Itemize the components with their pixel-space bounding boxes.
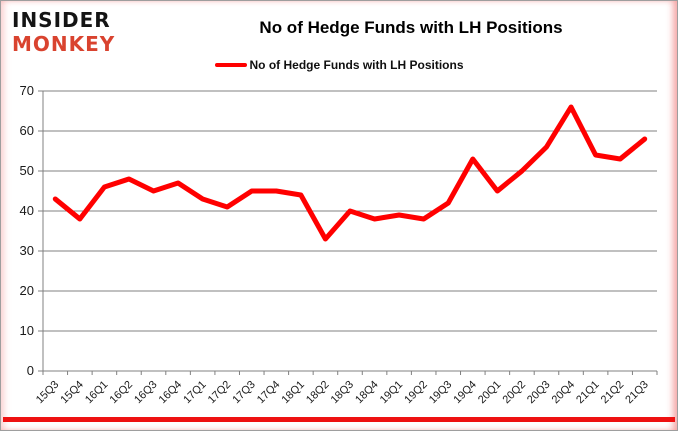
bottom-red-rule: [3, 417, 675, 422]
line-chart-svg: 01020304050607015Q315Q416Q116Q216Q316Q41…: [20, 83, 658, 407]
svg-text:0: 0: [27, 363, 34, 378]
legend: No of Hedge Funds with LH Positions: [1, 58, 677, 72]
insider-monkey-logo: INSIDER MONKEY: [12, 8, 115, 56]
chart-title: No of Hedge Funds with LH Positions: [259, 18, 563, 37]
svg-text:17Q3: 17Q3: [230, 379, 258, 407]
svg-text:18Q4: 18Q4: [353, 379, 381, 407]
logo-word-monkey: MONKEY: [12, 32, 116, 56]
svg-text:18Q1: 18Q1: [279, 379, 307, 407]
svg-text:21Q3: 21Q3: [623, 379, 651, 407]
svg-text:18Q2: 18Q2: [304, 379, 332, 407]
svg-text:17Q1: 17Q1: [181, 379, 209, 407]
svg-text:15Q3: 15Q3: [34, 379, 62, 407]
svg-text:17Q4: 17Q4: [255, 379, 283, 407]
svg-text:21Q1: 21Q1: [574, 379, 602, 407]
svg-text:20Q3: 20Q3: [525, 379, 553, 407]
svg-text:17Q2: 17Q2: [206, 379, 234, 407]
svg-text:20Q4: 20Q4: [550, 379, 578, 407]
svg-text:10: 10: [20, 323, 34, 338]
svg-text:15Q4: 15Q4: [58, 379, 86, 407]
legend-label: No of Hedge Funds with LH Positions: [249, 58, 464, 72]
logo-word-insider: INSIDER: [12, 8, 111, 32]
svg-text:16Q2: 16Q2: [108, 379, 136, 407]
svg-text:16Q3: 16Q3: [132, 379, 160, 407]
svg-text:70: 70: [20, 83, 34, 98]
svg-text:20: 20: [20, 283, 34, 298]
svg-text:20Q2: 20Q2: [501, 379, 529, 407]
svg-text:19Q1: 19Q1: [378, 379, 406, 407]
svg-text:40: 40: [20, 203, 34, 218]
svg-text:18Q3: 18Q3: [329, 379, 357, 407]
svg-text:21Q2: 21Q2: [599, 379, 627, 407]
svg-text:19Q4: 19Q4: [451, 379, 479, 407]
svg-text:50: 50: [20, 163, 34, 178]
svg-text:16Q1: 16Q1: [83, 379, 111, 407]
legend-line-swatch: [214, 63, 247, 67]
svg-text:30: 30: [20, 243, 34, 258]
svg-text:20Q1: 20Q1: [476, 379, 504, 407]
svg-text:19Q3: 19Q3: [427, 379, 455, 407]
svg-text:16Q4: 16Q4: [157, 379, 185, 407]
svg-text:60: 60: [20, 123, 34, 138]
svg-text:19Q2: 19Q2: [402, 379, 430, 407]
line-chart: 0 10 20 30 40 50 60 70 15Q3 15Q4 16Q1 16Q2 16Q3 16Q4 1…: [1, 79, 677, 413]
